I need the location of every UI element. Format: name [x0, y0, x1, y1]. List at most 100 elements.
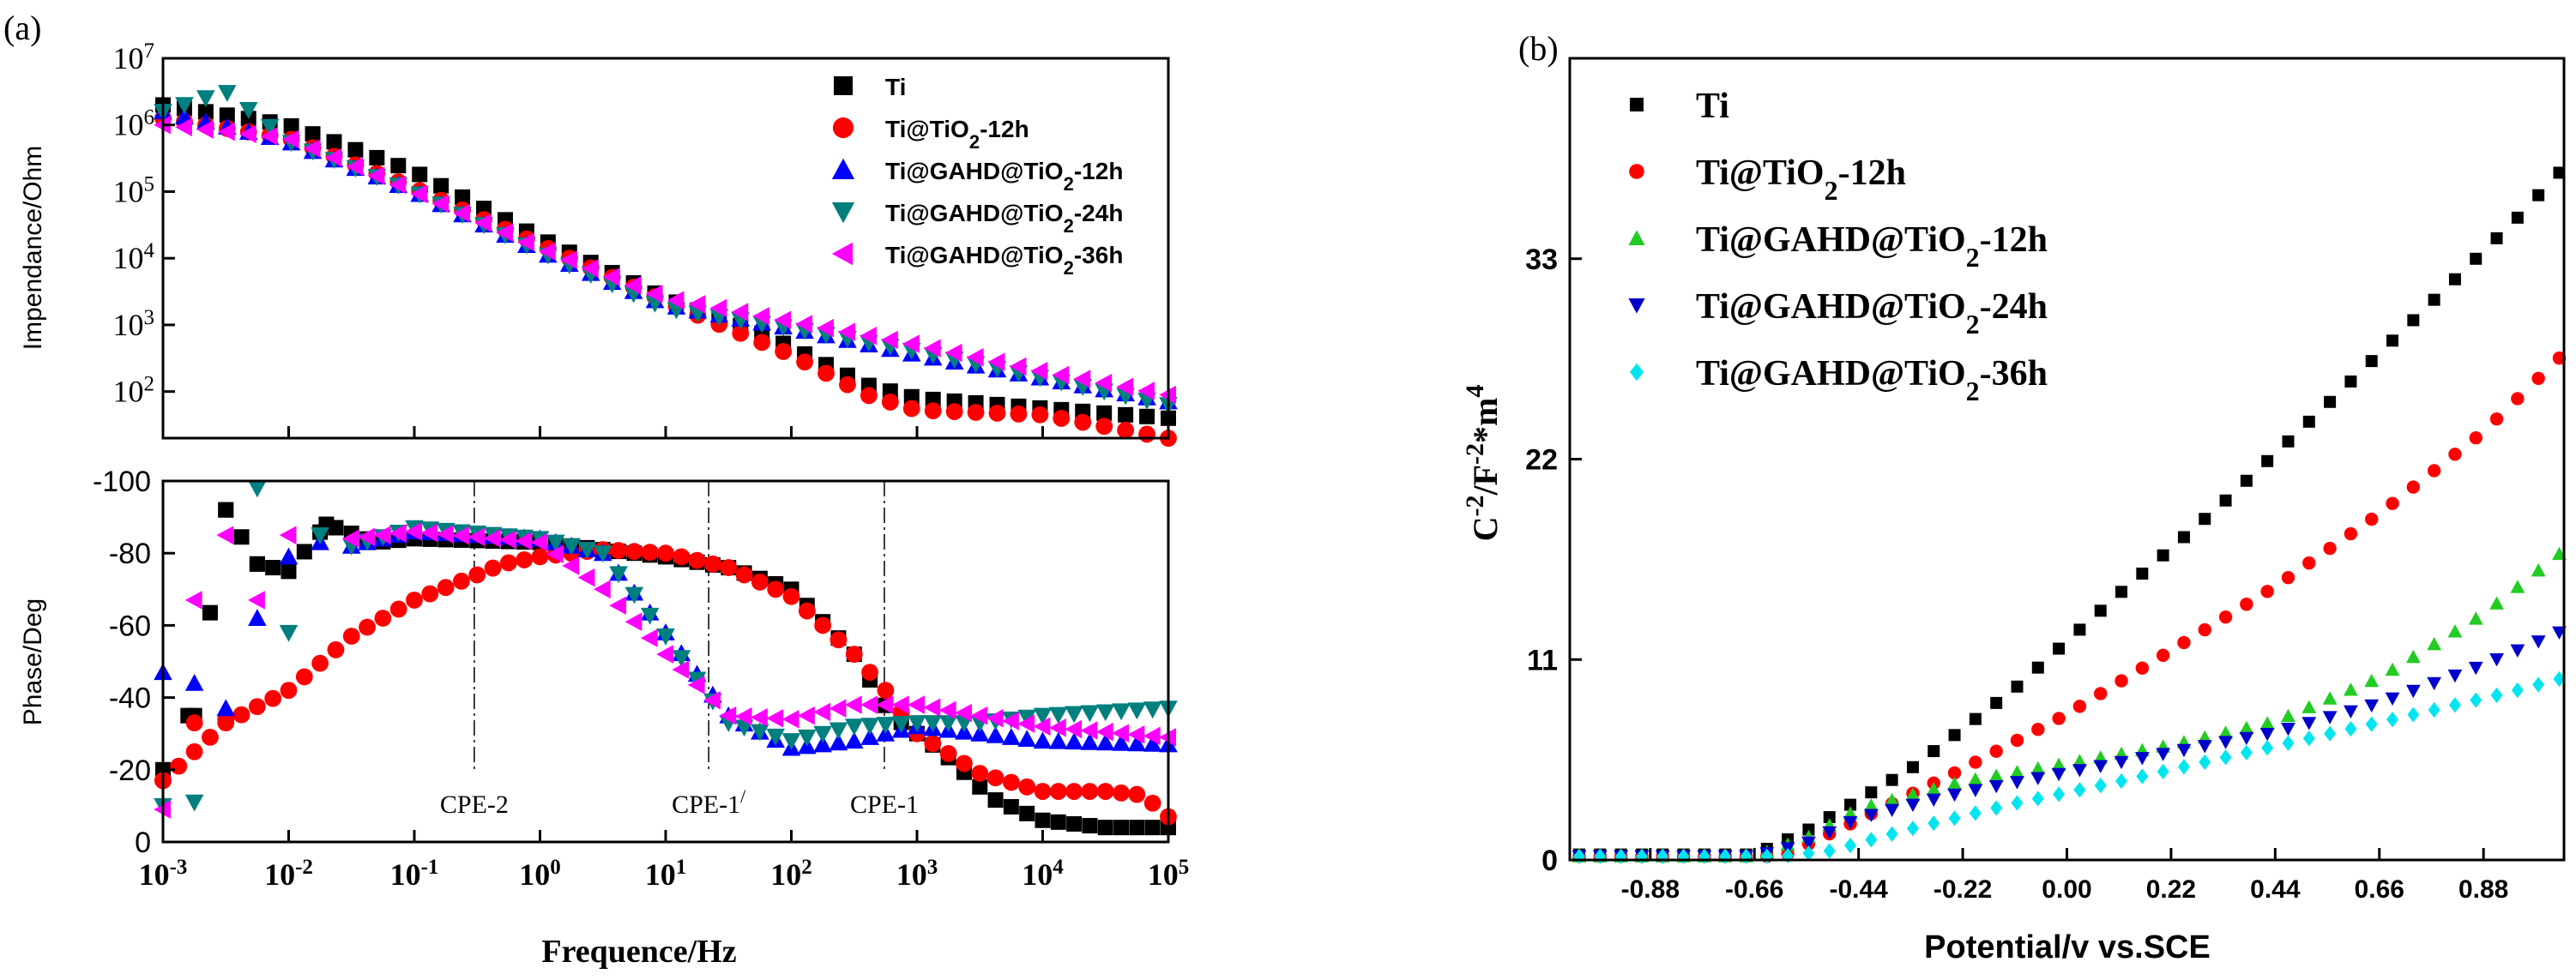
phase-point	[734, 706, 752, 726]
mott-schottky-point	[1906, 821, 1919, 837]
phase-point	[860, 728, 879, 745]
mott-schottky-point	[2428, 701, 2440, 718]
mott-schottky-point	[2053, 786, 2066, 803]
phase-point	[249, 556, 265, 572]
impedance-point	[496, 223, 513, 243]
phase-point	[437, 579, 455, 597]
phase-point	[1002, 773, 1020, 791]
mott-schottky-point	[2010, 733, 2024, 748]
impedance-y-tick-label: 104	[113, 239, 155, 276]
mott-schottky-point	[2302, 556, 2316, 570]
phase-point	[233, 529, 250, 545]
impedance-point	[602, 268, 620, 286]
mott-schottky-point	[1969, 755, 1982, 769]
mott-schottky-x-tick-label: -0.44	[1829, 875, 1888, 904]
mott-schottky-point	[1885, 826, 1898, 842]
phase-point	[296, 544, 312, 560]
mott-schottky-point	[2218, 610, 2233, 624]
mott-schottky-point	[1990, 696, 2003, 709]
impedance-point	[455, 189, 471, 205]
impedance-point	[1010, 405, 1028, 423]
phase-point	[908, 715, 926, 732]
phase-point	[1113, 784, 1130, 802]
mott-schottky-x-tick-label: -0.88	[1621, 875, 1680, 904]
mott-schottky-legend-marker	[1629, 164, 1644, 179]
mott-schottky-point	[2489, 653, 2504, 667]
phase-point	[248, 609, 267, 626]
mott-schottky-legend-marker	[1628, 230, 1645, 245]
phase-point	[1033, 717, 1051, 737]
mott-schottky-legend-label: Ti	[1696, 87, 1729, 126]
impedance-point	[645, 285, 663, 304]
phase-point	[813, 725, 832, 743]
frequency-x-axis: 10-3 10-2 10-1 100 101 102 103 104 105	[139, 830, 1189, 892]
phase-point	[1003, 798, 1019, 815]
mott-schottky-point	[2219, 494, 2232, 507]
phase-y-tick-label: -100	[93, 466, 151, 498]
phase-point	[844, 695, 862, 714]
phase-point	[1095, 704, 1115, 722]
phase-point	[767, 580, 785, 598]
impedance-point	[1138, 425, 1155, 443]
phase-point	[170, 757, 188, 775]
phase-point	[341, 529, 359, 549]
mott-schottky-point	[2114, 674, 2128, 688]
mott-schottky-point	[1948, 810, 1961, 827]
phase-point	[1082, 818, 1098, 834]
impedance-point	[667, 291, 685, 310]
phase-point	[453, 572, 470, 590]
mott-schottky-point	[2489, 596, 2504, 610]
phase-point	[1096, 783, 1114, 800]
phase-point	[185, 714, 203, 731]
impedance-legend-label: Ti	[885, 74, 906, 100]
panel-label-b: (b)	[1518, 29, 1559, 68]
phase-point	[406, 592, 423, 609]
mott-schottky-point	[2323, 541, 2337, 556]
phase-point	[1112, 703, 1131, 721]
mott-schottky-point	[2469, 430, 2482, 445]
mott-schottky-point	[2405, 684, 2421, 699]
mott-schottky-point	[2511, 392, 2525, 406]
impedance-point	[389, 175, 407, 195]
phase-point	[782, 587, 800, 605]
impedance-point	[988, 405, 1006, 422]
phase-point	[798, 729, 817, 747]
impedance-point	[412, 166, 428, 183]
impedance-y-axis-label: Impendance/Ohm	[19, 146, 47, 350]
mott-schottky-point	[2051, 757, 2066, 772]
mott-schottky-point	[2157, 549, 2169, 562]
phase-point	[672, 660, 690, 679]
impedance-point	[196, 90, 215, 108]
mott-schottky-x-axis-label: Potential/v vs.SCE	[1924, 929, 2211, 965]
mott-schottky-point	[1988, 779, 2004, 794]
mott-schottky-point	[2302, 717, 2317, 730]
mott-schottky-point	[2385, 662, 2400, 676]
mott-schottky-point	[2011, 680, 2024, 693]
phase-point	[640, 628, 658, 647]
phase-point	[891, 716, 911, 733]
phase-point	[185, 743, 203, 761]
phase-point	[986, 709, 1004, 728]
phase-point	[499, 530, 516, 550]
phase-point	[844, 731, 864, 749]
mott-schottky-legend-label: Ti@TiO2-12h	[1696, 153, 1906, 206]
impedance-legend: Ti Ti@TiO2-12h Ti@GAHD@TiO2-12h Ti@GAHD@TiO…	[831, 74, 1123, 279]
impedance-point	[1116, 377, 1134, 397]
mott-schottky-legend-label: Ti@GAHD@TiO2-12h	[1696, 220, 2048, 273]
phase-point	[516, 551, 534, 568]
impedance-point	[324, 147, 342, 167]
phase-point	[829, 699, 847, 718]
mott-schottky-point	[1843, 815, 1858, 830]
phase-point	[657, 544, 674, 562]
mott-schottky-point	[2344, 526, 2358, 541]
mott-schottky-y-tick-label: 33	[1525, 243, 1558, 276]
impedance-point	[474, 213, 492, 232]
phase-point	[987, 792, 1004, 809]
phase-point	[279, 624, 299, 642]
impedance-point	[260, 118, 280, 136]
mott-schottky-point	[2448, 697, 2461, 713]
mott-schottky-point	[2407, 314, 2420, 327]
mott-schottky-point	[2490, 231, 2503, 244]
mott-schottky-point	[2072, 754, 2087, 767]
phase-point	[751, 573, 769, 591]
